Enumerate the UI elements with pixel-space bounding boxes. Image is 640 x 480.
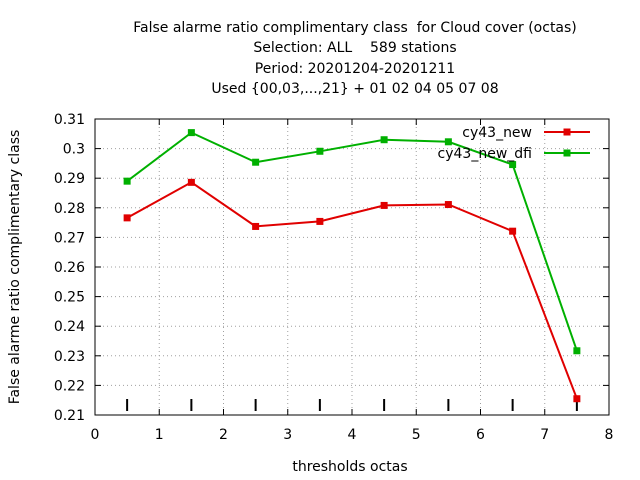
data-point-cy43_new_dfi: [252, 158, 260, 166]
data-point-cy43_new_dfi: [573, 347, 581, 355]
x-tick-label: 7: [540, 427, 549, 443]
x-tick-label: 8: [605, 427, 614, 443]
x-tick-label: 6: [476, 427, 485, 443]
data-point-cy43_new_dfi: [187, 129, 195, 137]
y-tick-label: 0.23: [54, 349, 85, 365]
x-tick-label: 5: [412, 427, 421, 443]
x-tick-label: 0: [91, 427, 100, 443]
data-point-cy43_new: [316, 217, 324, 225]
title-line-4: Used {00,03,...,21} + 01 02 04 05 07 08: [211, 81, 499, 97]
data-point-cy43_new_dfi: [444, 138, 452, 146]
data-point-cy43_new_dfi: [316, 147, 324, 155]
x-axis-label: thresholds octas: [292, 459, 407, 475]
y-tick-label: 0.24: [54, 319, 85, 335]
y-tick-label: 0.3: [63, 142, 85, 158]
y-tick-label: 0.28: [54, 201, 85, 217]
series-line-cy43_new: [126, 181, 578, 400]
legend-marker-cy43_new: [563, 128, 571, 136]
data-point-cy43_new: [252, 222, 260, 230]
y-tick-label: 0.27: [54, 230, 85, 246]
legend-label-cy43_new: cy43_new: [462, 125, 532, 141]
title-line-3: Period: 20201204-20201211: [254, 61, 456, 77]
legend: cy43_new cy43_new_dfi: [438, 125, 590, 162]
legend-marker-cy43_new_dfi: [563, 149, 571, 157]
title-line-1: False alarme ratio complimentary class f…: [133, 20, 577, 36]
title-line-2: Selection: ALL 589 stations: [253, 40, 457, 56]
x-tick-label: 2: [219, 427, 228, 443]
data-point-cy43_new_dfi: [509, 161, 517, 169]
y-tick-label: 0.29: [54, 171, 85, 187]
data-point-cy43_new: [509, 227, 517, 235]
axis-ticks: 0.21 0.22 0.23 0.24 0.25 0.26 0.27 0.28 0.29 0.3 0…: [54, 112, 614, 443]
data-point-cy43_new_dfi: [380, 136, 388, 144]
data-point-cy43_new: [123, 214, 131, 222]
y-tick-label: 0.22: [54, 378, 85, 394]
y-tick-label: 0.25: [54, 290, 85, 306]
x-tick-label: 3: [283, 427, 292, 443]
data-point-cy43_new_dfi: [123, 177, 131, 185]
data-point-cy43_new: [444, 201, 452, 209]
plot-frame: [94, 118, 610, 416]
y-tick-label: 0.31: [54, 112, 85, 128]
y-tick-label: 0.21: [54, 408, 85, 424]
data-point-cy43_new: [380, 201, 388, 209]
grid: [95, 119, 609, 415]
y-tick-label: 0.26: [54, 260, 85, 276]
legend-label-cy43_new_dfi: cy43_new_dfi: [438, 146, 532, 162]
data-point-cy43_new: [187, 178, 195, 186]
x-tick-label: 1: [155, 427, 164, 443]
data-point-cy43_new: [573, 395, 581, 403]
series-line-cy43_new_dfi: [126, 131, 578, 352]
y-axis-label: False alarme ratio complimentary class: [7, 130, 23, 405]
series-layer: [123, 129, 581, 403]
x-tick-label: 4: [348, 427, 357, 443]
